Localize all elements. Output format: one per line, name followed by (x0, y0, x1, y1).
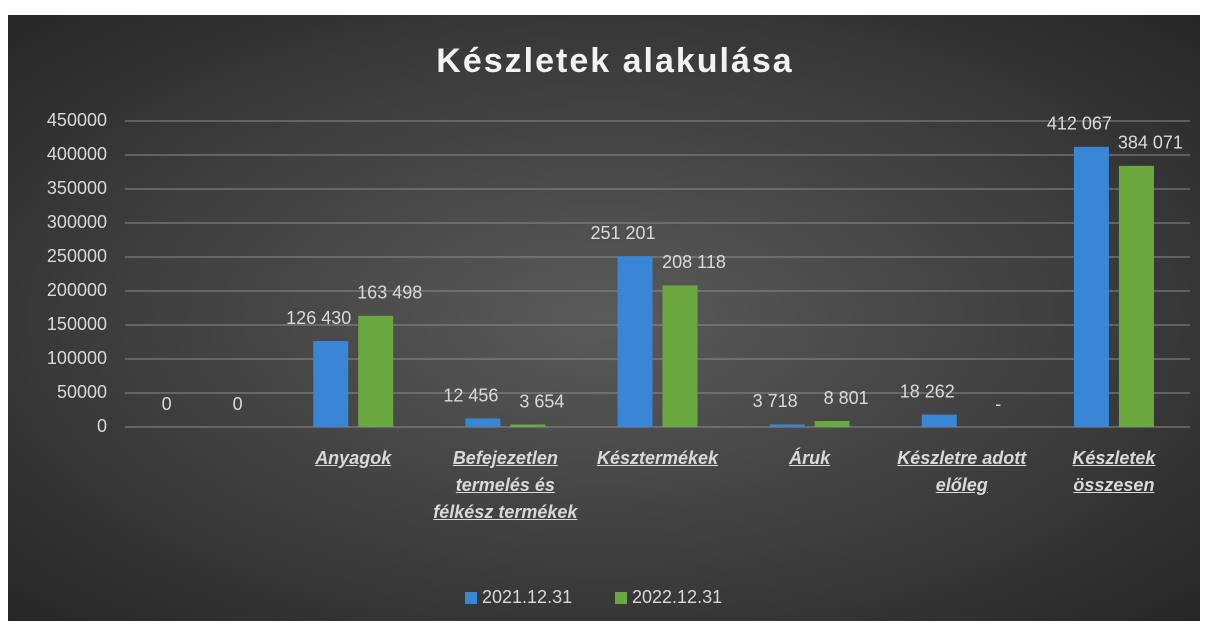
chart-title: Készletek alakulása (436, 42, 793, 80)
x-tick-label: Késztermékek (596, 448, 719, 468)
y-tick-label: 150000 (47, 314, 107, 334)
data-label: 0 (162, 394, 172, 414)
data-label: 8 801 (824, 388, 869, 408)
legend-label: 2022.12.31 (632, 587, 722, 607)
data-label: 163 498 (357, 283, 422, 303)
bar (1118, 165, 1154, 427)
x-tick-label: Készletek összesen (1072, 448, 1156, 495)
data-label: 3 654 (519, 391, 564, 411)
data-label: 0 (233, 394, 243, 414)
bar (465, 418, 501, 427)
data-label: 12 456 (443, 385, 498, 405)
data-label: - (995, 394, 1001, 414)
x-tick-label: Készletre adott előleg (897, 448, 1027, 495)
data-label: 126 430 (286, 308, 351, 328)
bar (921, 414, 957, 427)
bar (510, 424, 546, 427)
bar (313, 341, 349, 427)
legend-swatch (465, 592, 477, 604)
y-tick-label: 200000 (47, 280, 107, 300)
data-label: 3 718 (753, 391, 798, 411)
data-label: 412 067 (1047, 114, 1112, 134)
y-tick-label: 50000 (57, 382, 107, 402)
data-label: 208 118 (662, 252, 726, 272)
bar (1073, 146, 1109, 427)
data-label: 384 071 (1118, 133, 1183, 153)
legend-swatch (615, 592, 627, 604)
x-tick-label: Áruk (789, 448, 831, 468)
data-label: 251 201 (590, 223, 655, 243)
x-tick-label: Befejezetlen termelés és félkész terméke… (433, 448, 578, 522)
bar (662, 285, 698, 427)
x-tick-label: Anyagok (315, 448, 392, 468)
y-tick-label: 400000 (47, 144, 107, 164)
bar (814, 421, 850, 427)
y-tick-label: 350000 (47, 178, 107, 198)
bar (769, 424, 805, 427)
y-tick-label: 100000 (47, 348, 107, 368)
bar (617, 256, 653, 427)
data-label: 18 262 (900, 381, 955, 401)
y-tick-label: 0 (97, 416, 107, 436)
y-tick-label: 450000 (47, 110, 107, 130)
legend-label: 2021.12.31 (482, 587, 572, 607)
bar (358, 315, 394, 427)
y-tick-label: 300000 (47, 212, 107, 232)
y-tick-label: 250000 (47, 246, 107, 266)
chart: Készletek alakulása 0 50000 100000 150000 20… (47, 42, 1190, 607)
chart-area: Készletek alakulása 0 50000 100000 150000 20… (8, 15, 1200, 621)
